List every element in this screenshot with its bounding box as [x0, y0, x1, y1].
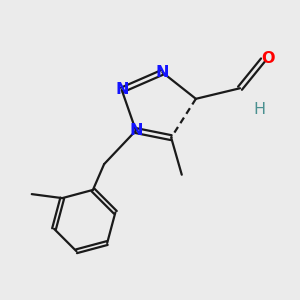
Text: N: N: [115, 82, 128, 98]
Text: N: N: [129, 123, 142, 138]
Text: N: N: [156, 65, 169, 80]
Text: H: H: [253, 102, 266, 117]
Text: O: O: [262, 51, 275, 66]
